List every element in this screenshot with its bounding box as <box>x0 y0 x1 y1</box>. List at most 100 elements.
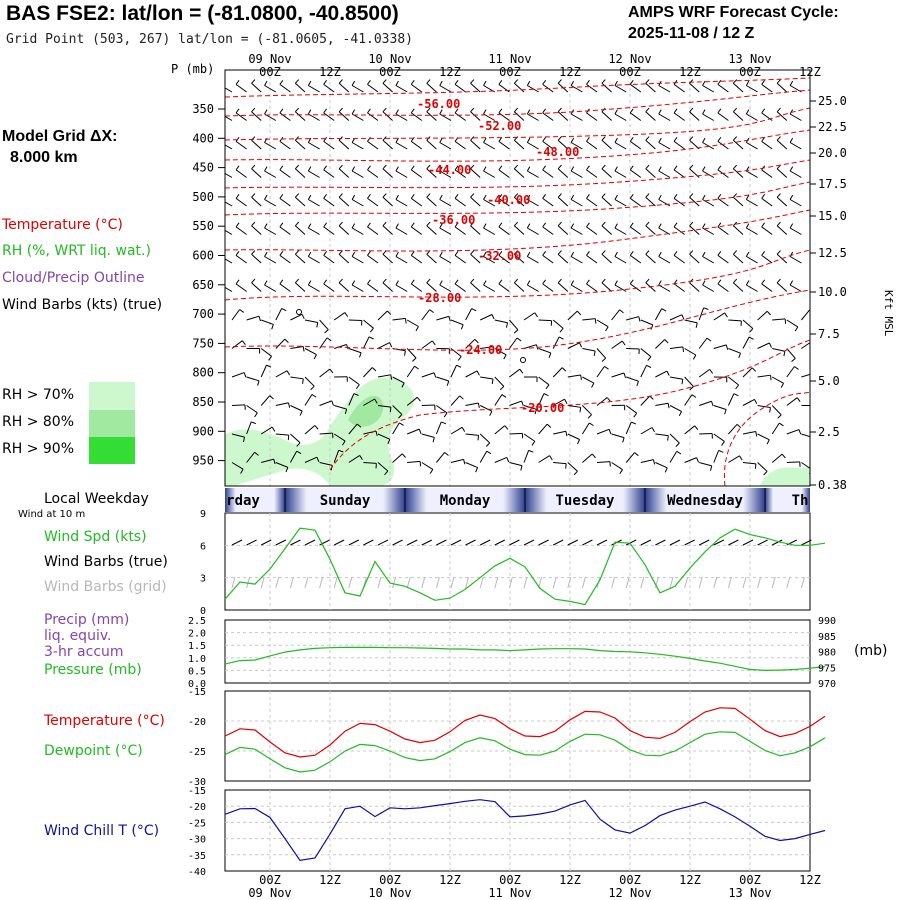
wind-barb-flag <box>279 222 284 228</box>
wind-barb <box>669 451 678 463</box>
wind-barb <box>629 226 642 235</box>
wind-barb <box>717 197 729 207</box>
wind-barb-flag <box>221 81 224 85</box>
wind-barb <box>655 402 669 406</box>
pressure-unit: (mb) <box>854 643 888 659</box>
wind-barb <box>614 142 627 150</box>
wind-barb-flag <box>614 251 618 257</box>
wind-barb <box>645 82 656 93</box>
wind-barb <box>771 376 784 384</box>
wind-barb-flag <box>513 221 519 227</box>
wind-barb-flag <box>703 307 709 310</box>
wind-barb <box>586 283 598 292</box>
wind-barb-flag <box>251 250 256 255</box>
wind-barb <box>582 453 593 463</box>
wind-barb <box>655 370 668 378</box>
y-tick-label: 0.0 <box>188 679 206 690</box>
wind-barb-flag <box>338 449 344 453</box>
wind-barb <box>426 282 437 292</box>
wind-barb <box>689 253 700 264</box>
wind-barb-flag <box>631 421 637 425</box>
wind-barb <box>746 142 758 150</box>
wind-barb-flag <box>251 221 256 227</box>
wind-barb <box>323 140 335 150</box>
wind-barb-flag <box>486 450 492 455</box>
wind-barb-flag <box>629 80 634 85</box>
wind-barb <box>308 113 320 121</box>
y-tick-label: 1.5 <box>188 641 206 652</box>
wind-barb <box>392 422 400 435</box>
wind-barb <box>410 83 423 93</box>
wind-barb-flag <box>689 79 694 84</box>
wind-barb-flag <box>629 108 634 114</box>
wind-barb-flag <box>285 467 289 473</box>
wind-barb <box>596 428 610 435</box>
wind-barb <box>658 199 671 207</box>
wind-barb-flag <box>439 80 443 86</box>
wind-barb <box>367 226 379 235</box>
wind-barb <box>304 319 318 323</box>
temp-label: -28.00 <box>418 291 461 305</box>
wind-barb <box>542 169 554 178</box>
wind-barb-flag <box>689 221 694 227</box>
wind-barb-flag <box>717 279 722 285</box>
wind-panel: 9 6 3 0 <box>200 509 826 617</box>
legend-barbs-true: Wind Barbs (true) <box>44 554 168 570</box>
wind-barb <box>450 395 461 406</box>
wind-barb-flag <box>645 79 650 84</box>
top-hour-label: 00Z <box>499 65 521 79</box>
wind-barb <box>567 374 581 378</box>
wind-barb <box>746 256 758 264</box>
wind-barb <box>470 82 481 93</box>
wind-barb-flag <box>557 221 562 227</box>
wind-barb <box>410 140 423 150</box>
wind-barb-flag <box>658 223 662 229</box>
wind-barb-flag <box>307 251 312 257</box>
wind-barb <box>761 226 773 235</box>
wind-barb <box>338 168 350 178</box>
day-label: Sunday <box>320 493 371 509</box>
wind-barb <box>640 319 654 326</box>
cycle-line-2: 2025-11-08 / 12 Z <box>628 25 755 42</box>
wind-barb-flag <box>371 367 377 372</box>
wind-barb-flag <box>545 384 550 390</box>
wind-barb-flag <box>395 280 399 286</box>
wind-barb-flag <box>313 354 317 360</box>
wind-barb <box>308 142 320 150</box>
wind-barb-flag <box>675 442 680 447</box>
wind-barb <box>689 111 700 121</box>
temperature-line <box>224 707 826 758</box>
wind-barb-flag <box>395 137 399 143</box>
wind-barb-flag <box>240 468 244 474</box>
wind-barb <box>264 227 277 235</box>
wind-barb <box>279 83 291 93</box>
wind-barb-flag <box>619 309 624 314</box>
wind-barb-flag <box>338 250 343 255</box>
wind-barb <box>450 365 457 378</box>
wind-barb <box>669 314 683 321</box>
wind-barb-flag <box>266 364 272 368</box>
wind-barb-flag <box>549 455 553 461</box>
wind-barb-flag <box>351 166 356 172</box>
temperature-y-axis: -15 -20 -25 -30 <box>188 687 206 788</box>
wind-barb-flag <box>601 278 606 284</box>
legend-temp-series: Temperature (°C) <box>44 713 165 729</box>
wind-barb-flag <box>483 280 487 286</box>
wind-barb <box>426 168 437 178</box>
wind-barb <box>275 433 289 436</box>
wind-barb <box>348 393 355 406</box>
wind-barb <box>629 112 642 121</box>
wind-barb-flag <box>736 423 742 429</box>
wind-barb-flag <box>410 279 415 285</box>
wind-barb-flag <box>410 80 415 85</box>
cloud-marker <box>520 357 526 363</box>
wind-barb-flag <box>664 339 669 344</box>
wind-barb-flag <box>732 164 738 170</box>
wind-barb <box>557 168 569 178</box>
wind-barb-flag <box>645 136 650 141</box>
wind-barb-flag <box>558 336 564 340</box>
wind-barb <box>658 170 671 178</box>
wind-barb <box>225 115 233 121</box>
temperature-labels: -56.00 -52.00 -48.00 -44.00 -40.00 -36.0… <box>417 97 579 415</box>
